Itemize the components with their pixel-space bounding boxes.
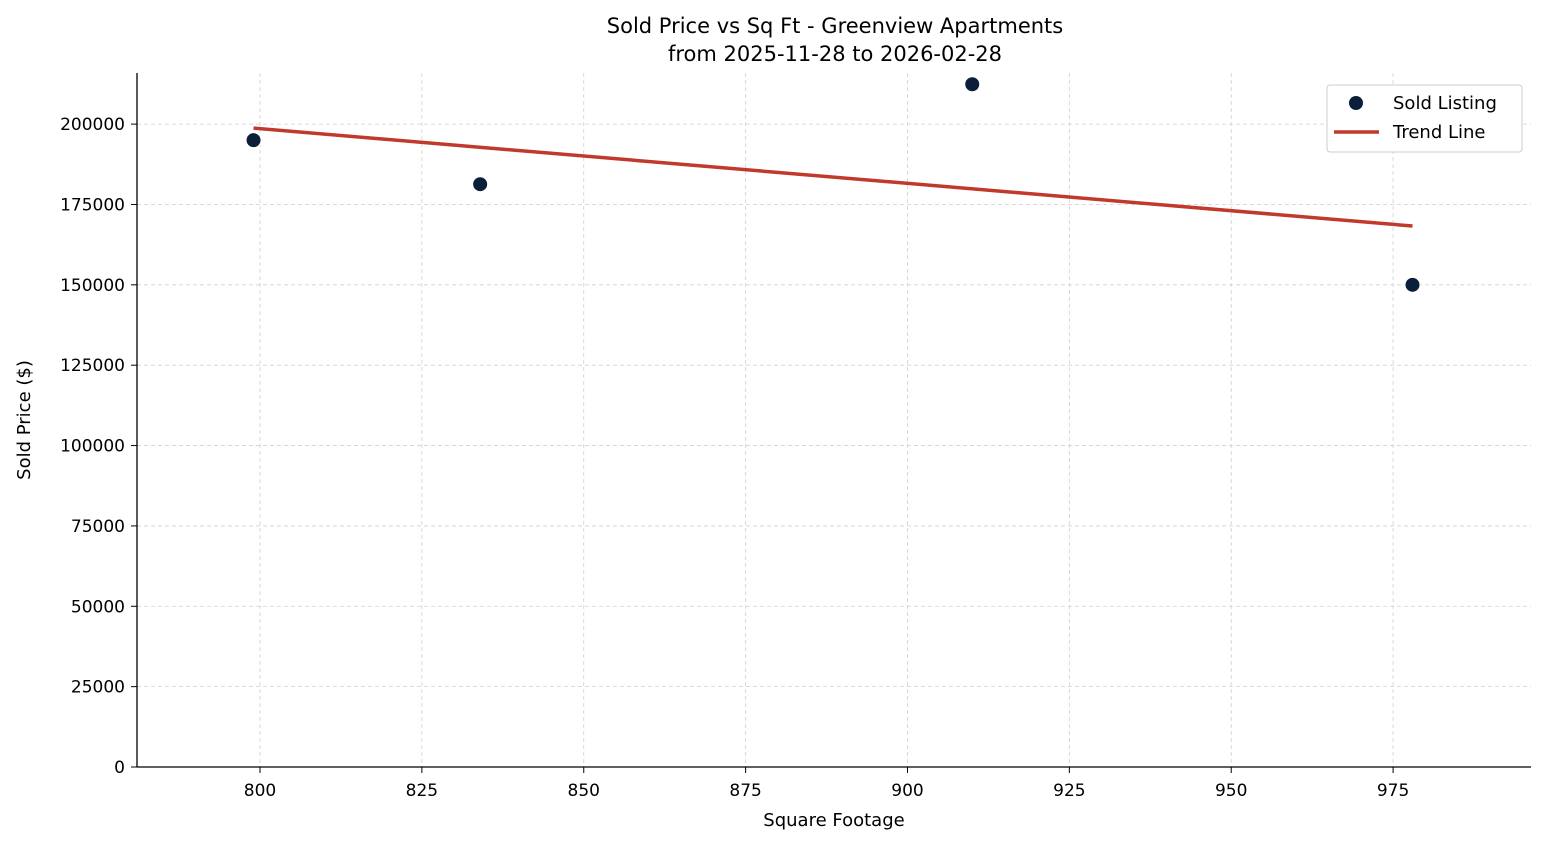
y-tick-label: 75000 — [71, 517, 125, 537]
chart-subtitle: from 2025-11-28 to 2026-02-28 — [668, 42, 1002, 66]
x-tick-label: 850 — [568, 781, 600, 801]
y-tick-label: 25000 — [71, 678, 125, 698]
legend-label-sold-listing: Sold Listing — [1393, 93, 1497, 114]
y-tick-label: 100000 — [60, 437, 125, 457]
legend-marker-sold-listing — [1349, 96, 1363, 110]
data-point — [245, 132, 262, 149]
y-tick-label: 125000 — [60, 356, 125, 376]
data-point — [1404, 276, 1421, 293]
x-tick-label: 875 — [729, 781, 761, 801]
x-tick-label: 825 — [406, 781, 438, 801]
x-tick-label: 800 — [244, 781, 276, 801]
chart-title: Sold Price vs Sq Ft - Greenview Apartmen… — [607, 14, 1063, 38]
trend-line — [253, 126, 1413, 228]
x-tick-label: 925 — [1053, 781, 1085, 801]
data-point — [472, 176, 489, 193]
y-tick-label: 200000 — [60, 115, 125, 135]
y-tick-label: 175000 — [60, 195, 125, 215]
x-axis-label: Square Footage — [763, 810, 904, 831]
y-tick-label: 50000 — [71, 597, 125, 617]
x-tick-label: 975 — [1377, 781, 1409, 801]
data-point — [964, 76, 981, 93]
y-axis-label: Sold Price ($) — [14, 360, 35, 480]
legend: Sold Listing Trend Line — [1326, 84, 1523, 153]
y-tick-label: 150000 — [60, 276, 125, 296]
y-tick-label: 0 — [114, 758, 125, 778]
legend-label-trend-line: Trend Line — [1392, 122, 1486, 143]
x-tick-label: 950 — [1215, 781, 1247, 801]
x-tick-label: 900 — [891, 781, 923, 801]
